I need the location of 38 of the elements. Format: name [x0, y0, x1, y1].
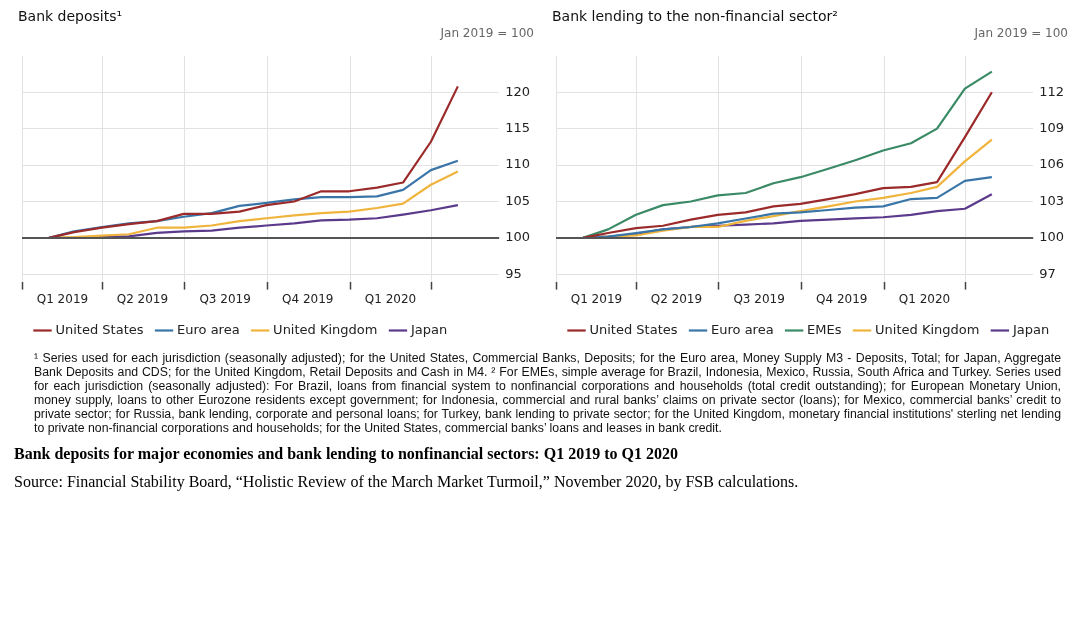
x-tick-label: Q3 2019 — [199, 291, 251, 306]
legend-label: United Kingdom — [875, 321, 980, 337]
x-tick-label: Q4 2019 — [816, 291, 868, 306]
legend-label: Euro area — [177, 321, 240, 337]
y-tick-label: 106 — [1039, 156, 1065, 172]
y-axis-title: Jan 2019 = 100 — [439, 26, 535, 42]
x-tick-label: Q3 2019 — [733, 291, 785, 306]
x-tick-label: Q1 2020 — [898, 291, 951, 306]
chart-title: Bank deposits¹ — [18, 8, 124, 26]
legend-label: Japan — [409, 321, 448, 337]
legend-label: EMEs — [807, 321, 842, 337]
y-tick-label: 95 — [505, 265, 522, 281]
x-tick-label: Q2 2019 — [116, 291, 169, 306]
y-tick-label: 112 — [1039, 83, 1065, 99]
x-tick-label: Q1 2019 — [36, 291, 89, 306]
y-tick-label: 97 — [1039, 265, 1056, 281]
legend-label: Euro area — [711, 321, 774, 337]
source-note: Source: Financial Stability Board, “Holistic Review of the March Market Turmoil,” November 2020, by FSB calculations. — [13, 472, 800, 491]
text: for each jurisdiction (seasonally adjusted): For Brazil, loans from financial system to nonfinancial corporations and households (total credit outstanding); for European Monetary Union, money supply, loans to other Eurozone residents except government; for Indonesia, commercial and rural banks’ claims on private sector (loans); for Mexico, commercial banks’ credit to private sector; for Russia, bank lending, corporate and personal loans; for Turkey, bank lending to private sector; for the United Kingdom, monetary financial institutions' sterling net lending to private non-financial corporations and households; for the United States, commercial banks’ loans and leases in bank credit. — [34, 379, 1061, 435]
legend-label: United States — [589, 321, 678, 337]
y-tick-label: 109 — [1039, 120, 1065, 136]
x-tick-label: Q2 2019 — [650, 291, 703, 306]
x-tick-label: Q1 2020 — [364, 291, 417, 306]
chart-title: Bank lending to the non-financial sector² — [552, 8, 839, 26]
legend-label: United States — [55, 321, 144, 337]
y-tick-label: 103 — [1039, 192, 1065, 208]
y-tick-label: 115 — [505, 120, 531, 136]
y-tick-label: 110 — [505, 156, 531, 172]
y-tick-label: 100 — [505, 229, 531, 245]
y-tick-label: 100 — [1039, 229, 1065, 245]
y-tick-label: 105 — [505, 192, 531, 208]
legend-label: United Kingdom — [273, 321, 378, 337]
x-tick-label: Q4 2019 — [282, 291, 334, 306]
legend-label: Japan — [1011, 321, 1050, 337]
x-tick-label: Q1 2019 — [570, 291, 623, 306]
y-tick-label: 120 — [505, 83, 531, 99]
y-axis-title: Jan 2019 = 100 — [973, 26, 1069, 42]
text: Bank deposits for major economies and bank lending to nonfinancial sectors: Q1 2019 to Q1 2020 — [13, 444, 679, 463]
